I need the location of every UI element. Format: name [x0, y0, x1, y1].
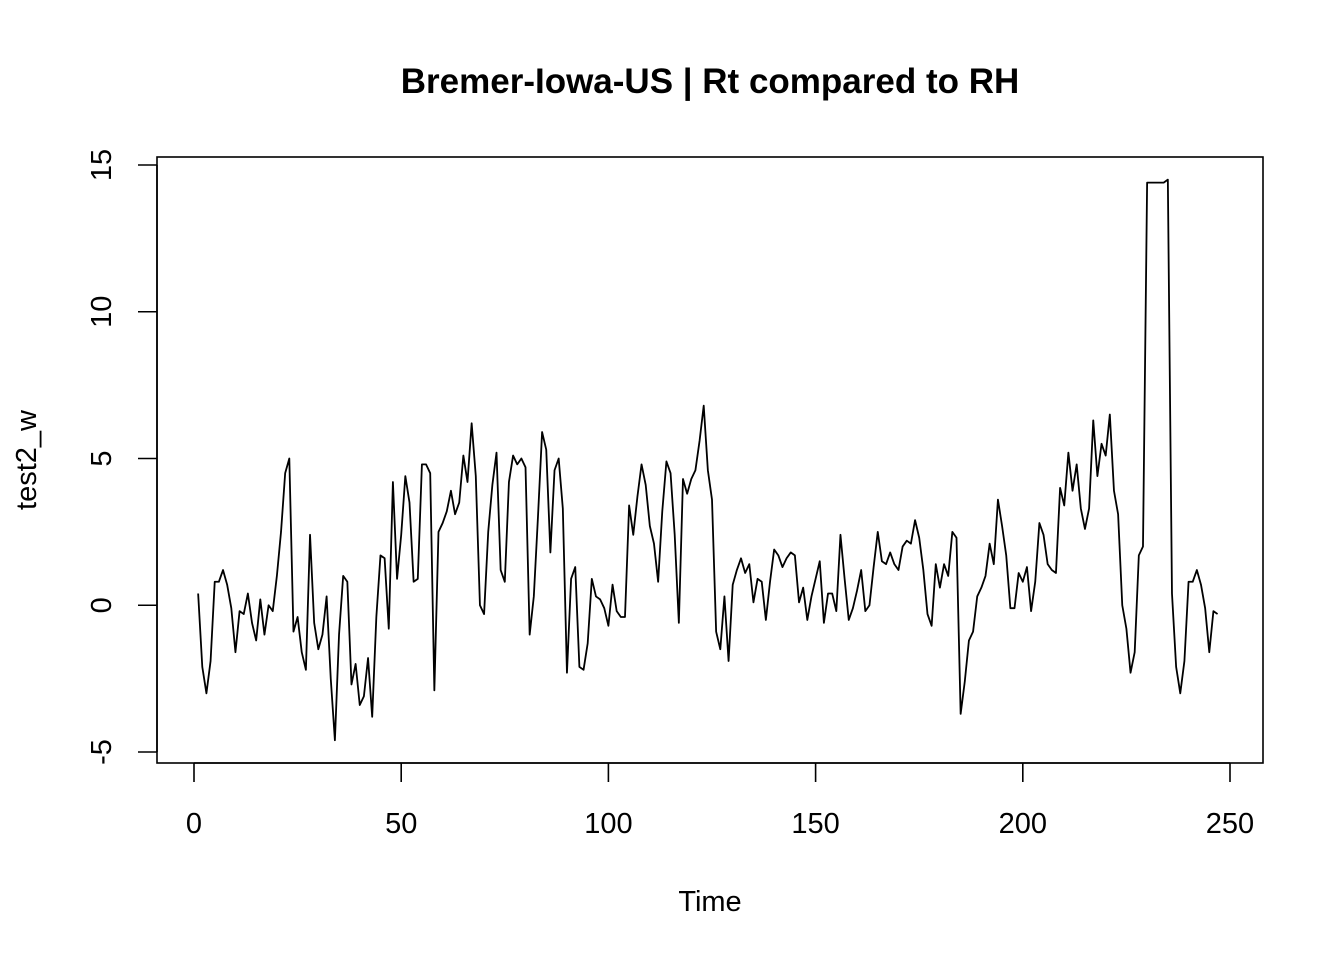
x-tick-label: 50	[385, 808, 417, 840]
y-tick-label: -5	[86, 739, 118, 765]
x-axis: 0 50 100 150 200 250	[186, 762, 1254, 840]
series-line	[197, 178, 1219, 742]
x-tick-label: 150	[791, 808, 839, 840]
x-tick-label: 250	[1206, 808, 1254, 840]
y-axis-label: test2_w	[11, 409, 43, 510]
x-tick-label: 100	[584, 808, 632, 840]
x-tick-label: 0	[186, 808, 202, 840]
series-layer	[197, 178, 1219, 742]
x-axis-label: Time	[678, 886, 741, 918]
y-tick-label: 0	[86, 597, 118, 613]
y-tick-label: 15	[86, 149, 118, 181]
chart-title: Bremer-Iowa-US | Rt compared to RH	[401, 62, 1020, 101]
x-tick-label: 200	[999, 808, 1047, 840]
y-axis: -5 0 5 10 15	[86, 149, 158, 765]
plot-frame	[156, 156, 1264, 764]
y-tick-label: 10	[86, 296, 118, 328]
y-tick-label: 5	[86, 450, 118, 466]
